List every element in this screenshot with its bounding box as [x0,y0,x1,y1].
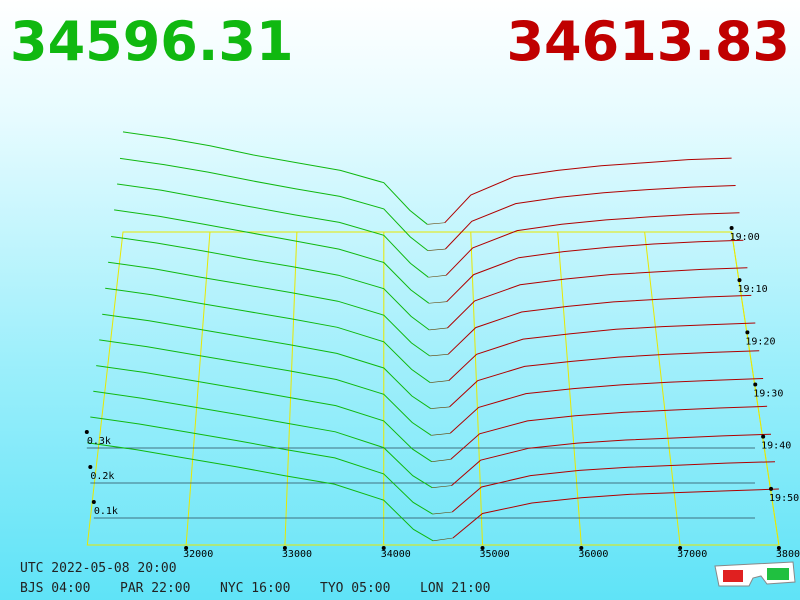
ask-depth-line [445,212,740,276]
size-tick-label: 0.3k [87,436,111,447]
bid-depth-line [99,339,432,436]
price-tick-dot [282,546,287,550]
time-tick-dot [761,434,766,439]
ask-depth-line [452,488,779,539]
ask-depth-line [448,322,756,381]
ask-depth-line [451,433,772,486]
slice-depth-dot [427,248,446,251]
city-clock: PAR 22:00 [120,581,190,596]
size-tick-label: 0.1k [94,506,118,517]
size-tick-dot [91,500,96,504]
ask-depth-line [446,239,744,303]
time-tick-label: 19:20 [745,336,775,347]
bid-depth-line [93,390,433,489]
ask-price: 34613.83 [506,10,790,73]
utc-time: UTC 2022-05-08 20:00 [20,561,177,576]
bid-depth-line [96,365,432,463]
city-clock: BJS 04:00 [20,581,90,596]
price-tick-dot [579,546,584,550]
price-tick-dot [480,546,485,550]
ask-depth-line [444,157,732,224]
bid-price: 34596.31 [10,10,294,73]
bid-depth-line [122,131,428,225]
slice-depth-dot [432,511,453,515]
floor [86,231,780,546]
price-tick-dot [678,546,683,550]
depth-curves [87,131,779,542]
time-tick-dot [769,486,774,491]
price-tick-dot [184,546,189,550]
slice-depth-dot [431,432,451,436]
city-clocks: BJS 04:00 PAR 22:00 NYC 16:00 TYO 05:00 LON … [20,581,490,596]
ask-depth-line [449,350,760,408]
time-tick-label: 19:40 [761,441,791,452]
price-tick-label: 35000 [480,549,510,560]
price-tick-dot [381,546,386,550]
price-grid-line [557,231,582,546]
size-tick-label: 0.2k [90,471,114,482]
ask-depth-line [445,185,736,250]
ask-depth-line [447,267,748,329]
slice-depth-dot [428,301,447,304]
ask-depth-line [450,405,768,460]
slice-depth-dot [427,222,445,225]
ask-depth-line [449,378,764,434]
price-tick-label: 37000 [677,549,707,560]
price-grid-line [185,231,211,546]
price-tick-dot [776,546,781,550]
bid-depth-line [90,416,433,515]
bid-depth-line [87,442,434,542]
ask-depth-line [451,461,776,513]
time-tick-label: 19:30 [753,389,783,400]
time-tick-label: 19:00 [730,232,760,243]
price-tick-label: 33000 [282,549,312,560]
slice-depth-dot [431,458,451,462]
size-tick-dot [84,430,89,434]
price-grid-line [284,231,298,546]
time-tick-dot [737,278,742,283]
slice-depth-dot [430,380,449,383]
slice-depth-dot [433,537,453,542]
time-tick-dot [753,382,758,387]
bid-depth-line [114,209,430,304]
bid-depth-line [119,157,429,251]
time-tick-dot [729,226,734,230]
size-tick-dot [88,465,93,469]
time-tick-label: 19:50 [769,493,799,504]
slice-depth-dot [429,327,448,331]
price-grid-line [470,231,484,546]
slice-depth-dot [428,275,447,278]
bid-depth-line [102,313,431,410]
bid-depth-line [117,183,429,278]
city-clock: LON 21:00 [420,581,490,596]
price-tick-label: 36000 [578,549,608,560]
slice-depth-dot [430,406,450,409]
slice-depth-dot [429,353,449,357]
bid-depth-line [108,261,430,357]
city-clock: TYO 05:00 [320,581,390,596]
time-tick-dot [745,330,750,335]
3d-glasses-icon [714,561,796,587]
price-grid-line [731,231,780,546]
price-tick-label: 34000 [381,549,411,560]
price-tick-label: 32000 [183,549,213,560]
city-clock: NYC 16:00 [220,581,290,596]
bid-depth-line [105,287,431,384]
time-tick-label: 19:10 [737,284,767,295]
bid-depth-line [111,236,430,331]
ask-depth-line [447,294,752,355]
slice-depth-dot [432,485,452,488]
